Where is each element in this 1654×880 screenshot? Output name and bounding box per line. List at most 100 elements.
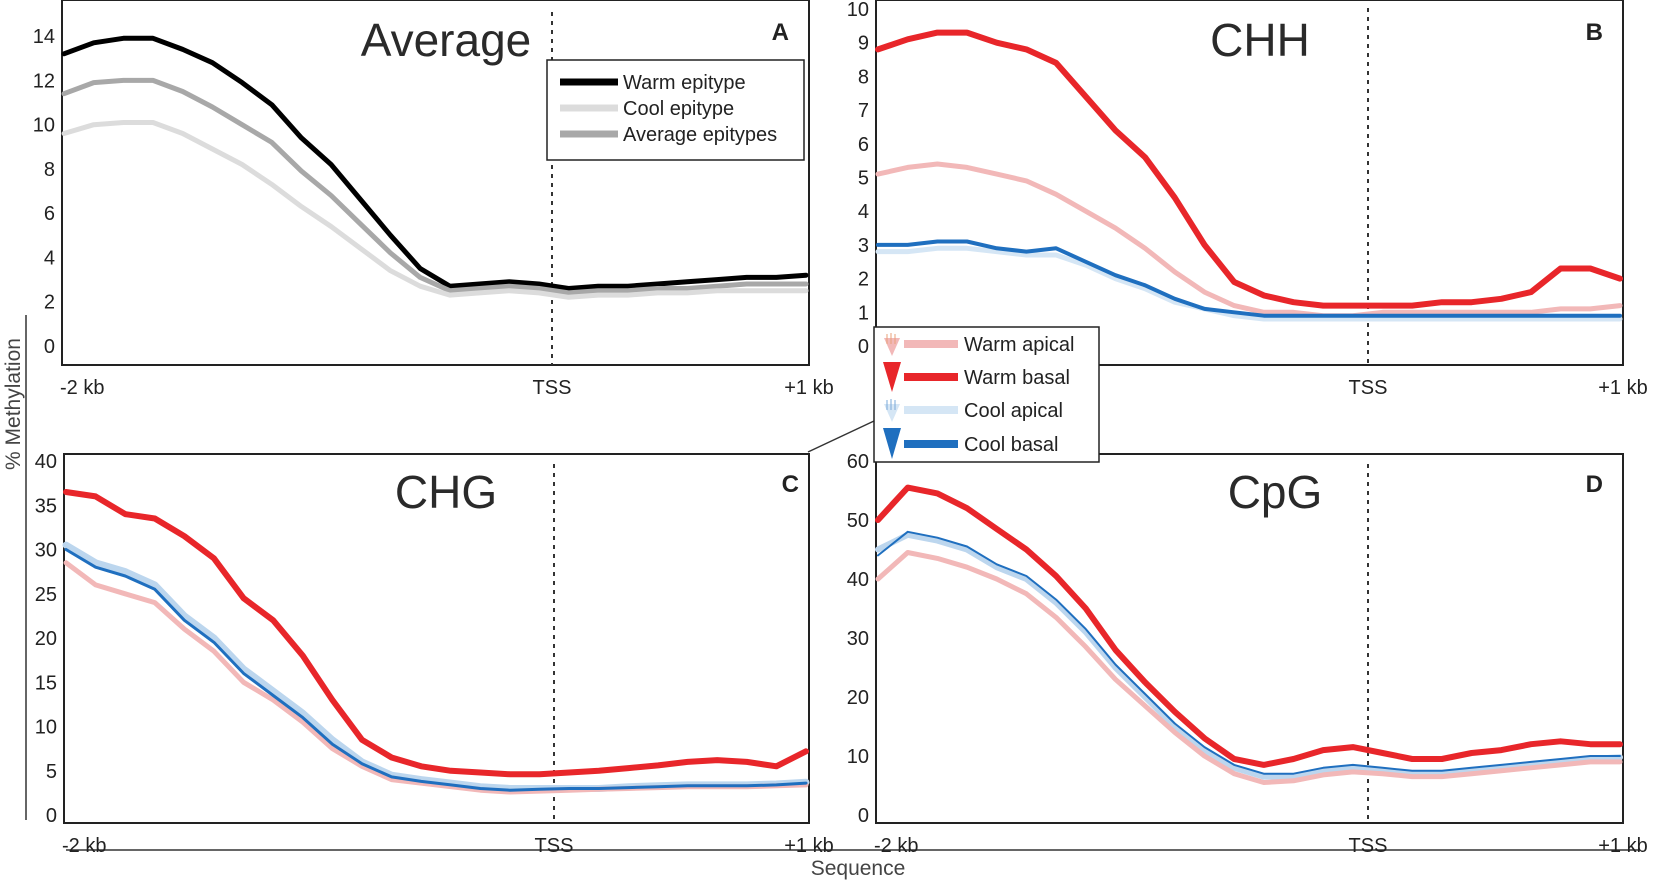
panel-a-yticks: 0 2 4 6 8 10 12 14 [33,26,55,358]
panel-a-lines [61,35,809,300]
panel-a-ytick-label: 12 [33,70,55,92]
panel-a: 0 2 4 6 8 10 12 14 -2 kb TSS +1 kb Average A Warm… [33,0,834,399]
panel-a-ytick-label: 0 [44,336,55,358]
legend-shared-label-cool-basal: Cool basal [964,434,1059,456]
panel-d-xticks: -2 kb TSS +1 kb [874,835,1648,857]
legend-shared: Warm apical Warm basal Cool apical Cool … [807,326,1100,463]
panel-c-xtick-label: +1 kb [784,835,833,857]
panel-c-ytick-label: 35 [35,495,57,517]
panel-b-ytick-label: 1 [858,302,869,324]
panel-a-title: Average [361,14,532,66]
legend-shared-label-warm-basal: Warm basal [964,367,1070,389]
panel-b-ytick-label: 5 [858,168,869,190]
panel-a-xtick-label: -2 kb [60,377,104,399]
panel-c-ytick-label: 20 [35,628,57,650]
panel-c-ytick-label: 30 [35,540,57,562]
panel-d-letter: D [1586,471,1603,498]
panel-c-xticks: -2 kb TSS +1 kb [62,835,834,857]
panel-c-frame [63,453,810,824]
panel-d-xtick-label: TSS [1349,835,1388,857]
figure-y-label: % Methylation [2,338,25,470]
panel-c-ytick-label: 25 [35,584,57,606]
panel-b-xtick-label: TSS [1349,377,1388,399]
figure-x-label: Sequence [811,857,906,880]
panel-b-ytick-label: 0 [858,336,869,358]
panel-a-ytick-label: 10 [33,115,55,137]
panel-b-ytick-label: 2 [858,269,869,291]
panel-b-ytick-label: 7 [858,100,869,122]
panel-a-ytick-label: 14 [33,26,55,48]
panel-d: 0 10 20 30 40 50 60 -2 kb TSS +1 kb CpG D [847,451,1648,857]
panel-a-xtick-label: TSS [533,377,572,399]
legend-a: Warm epitype Cool epitype Average epityp… [546,59,805,161]
panel-b-series-cool-basal [876,239,1622,318]
panel-d-ytick-label: 60 [847,451,869,473]
panel-d-frame [875,453,1624,824]
panel-d-yticks: 0 10 20 30 40 50 60 [847,451,869,827]
panel-c: 0 5 10 15 20 25 30 35 40 -2 kb TSS +1 kb CHG C [35,451,834,857]
legend-shared-pointer [807,420,875,453]
panel-d-ytick-label: 10 [847,746,869,768]
panel-a-series-average-epitypes [61,77,809,296]
panel-c-ytick-label: 5 [46,761,57,783]
panel-d-ytick-label: 40 [847,569,869,591]
legend-a-label-average: Average epitypes [623,124,777,146]
panel-b-letter: B [1586,19,1603,46]
panel-b-ytick-label: 8 [858,66,869,88]
panel-d-lines [875,484,1623,785]
warm-basal-icon [883,362,901,392]
panel-b-ytick-label: 9 [858,33,869,55]
panel-d-series-cool-basal [877,530,1621,775]
panel-b-series-warm-apical [875,161,1623,319]
panel-b-ytick-label: 10 [847,0,869,21]
panel-d-series-cool-apical [875,531,1623,780]
panel-d-series-warm-basal [875,484,1623,768]
panel-a-frame [61,0,810,366]
panel-a-ytick-label: 8 [44,159,55,181]
panel-d-ytick-label: 0 [858,805,869,827]
panel-b-ytick-label: 4 [858,201,869,223]
panel-a-series-warm-epitype [61,35,809,291]
legend-shared-box [873,326,1100,463]
panel-c-lines [62,489,810,795]
panel-a-series-cool-epitype [61,120,809,300]
panel-c-series-cool-apical [62,541,810,792]
legend-shared-label-warm-apical: Warm apical [964,334,1074,356]
panel-b-xtick-label: +1 kb [1598,377,1647,399]
panel-b-lines [875,29,1623,322]
panel-d-ytick-label: 50 [847,510,869,532]
panel-a-letter: A [772,19,789,46]
panel-a-ytick-label: 4 [44,247,55,269]
panel-d-xtick-label: -2 kb [874,835,918,857]
panel-d-series-warm-apical [875,550,1623,785]
cool-apical-icon [884,399,900,422]
cool-basal-icon [883,428,901,459]
panel-d-title: CpG [1228,466,1323,518]
panel-b-title: CHH [1210,14,1310,66]
panel-c-xtick-label: TSS [535,835,574,857]
panel-c-series-cool-basal [64,548,808,792]
panel-c-letter: C [782,471,799,498]
panel-a-ytick-label: 2 [44,292,55,314]
panel-b-series-cool-apical [875,245,1623,322]
panel-b-series-warm-basal [875,29,1623,309]
warm-apical-icon [884,333,900,356]
panel-a-xtick-label: +1 kb [784,377,833,399]
panel-c-xtick-label: -2 kb [62,835,106,857]
panel-a-xticks: -2 kb TSS +1 kb [60,377,834,399]
panel-b-ytick-label: 3 [858,235,869,257]
panel-b-frame [875,0,1624,366]
legend-a-label-warm: Warm epitype [623,72,746,94]
panel-c-ytick-label: 0 [46,805,57,827]
panel-a-ytick-label: 6 [44,203,55,225]
panel-d-xtick-label: +1 kb [1598,835,1647,857]
panel-c-series-warm-apical [63,560,809,795]
panel-c-ytick-label: 10 [35,717,57,739]
panel-c-yticks: 0 5 10 15 20 25 30 35 40 [35,451,57,827]
legend-shared-label-cool-apical: Cool apical [964,400,1063,422]
legend-a-label-cool: Cool epitype [623,98,734,120]
panel-b-ytick-label: 6 [858,134,869,156]
panel-c-ytick-label: 15 [35,672,57,694]
